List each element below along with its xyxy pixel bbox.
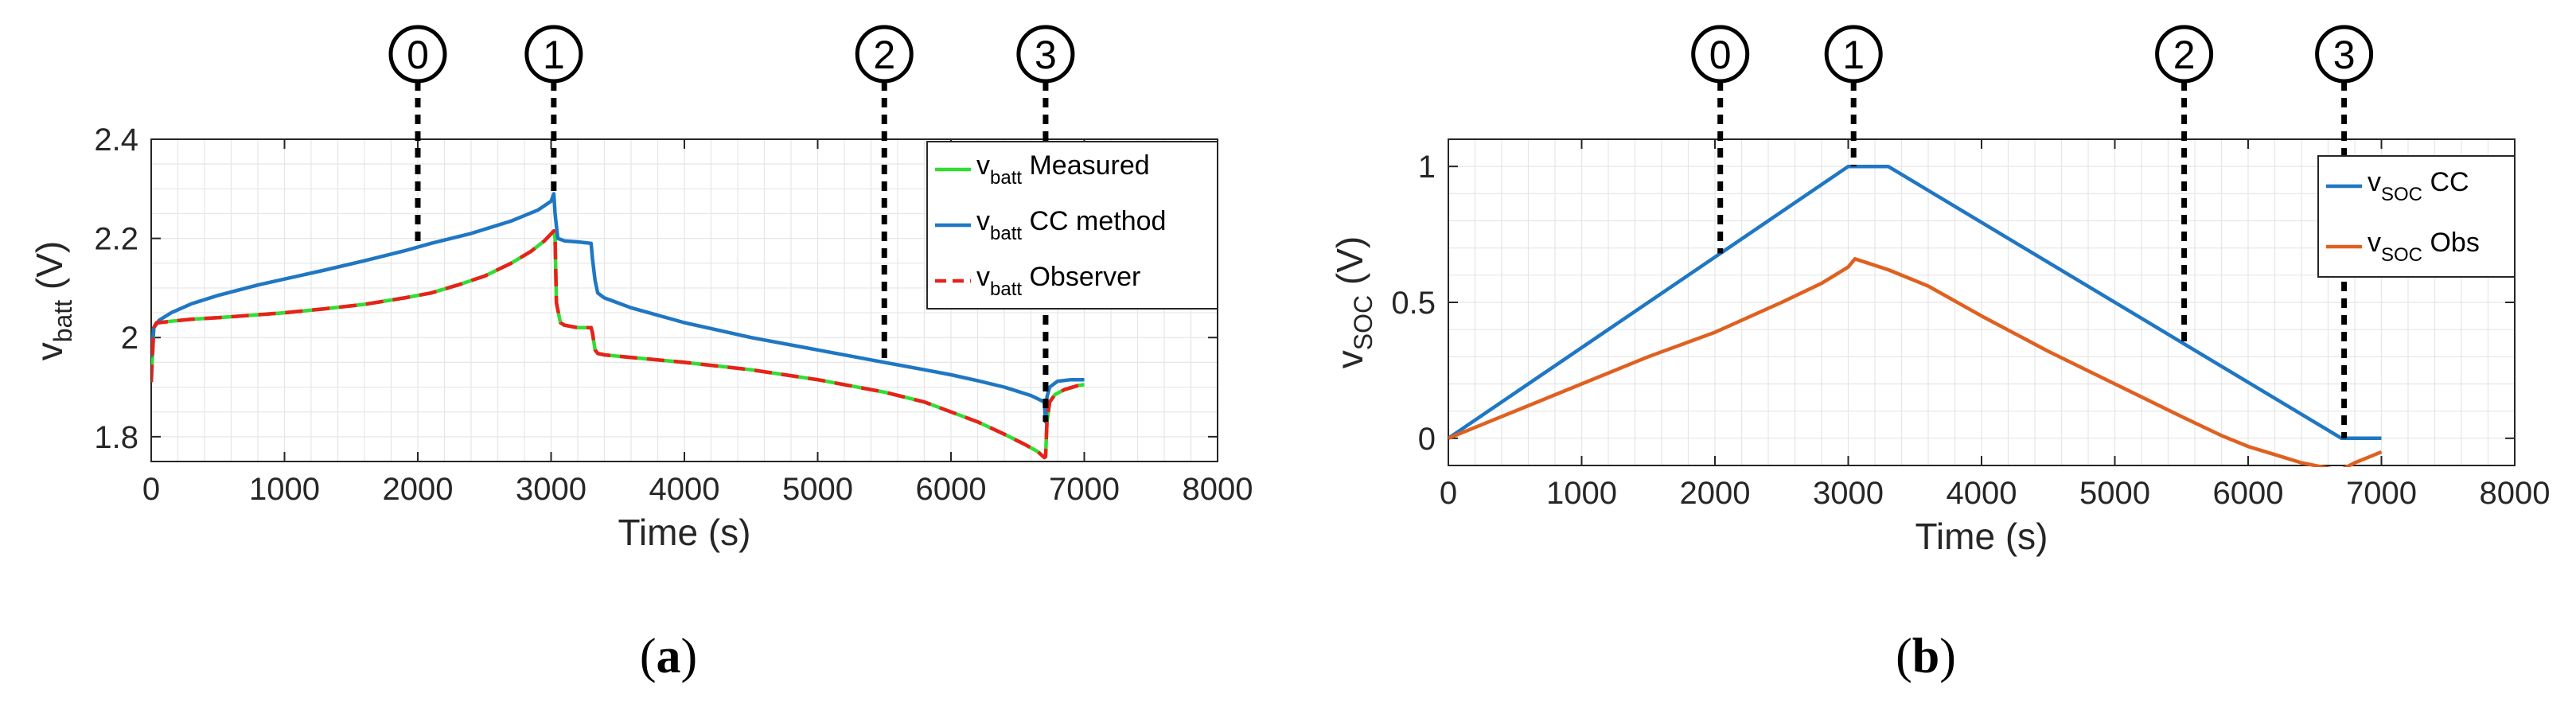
y-tick-label: 2 [121, 321, 138, 356]
event-marker-circle [2315, 25, 2374, 84]
legend-entry: vbatt Observer [976, 262, 1140, 300]
y-tick-label: 0 [1418, 422, 1436, 457]
event-marker-label: 0 [1709, 33, 1732, 77]
x-tick-label: 7000 [1049, 472, 1120, 507]
event-marker-label: 1 [543, 33, 565, 77]
x-tick-label: 3000 [1813, 476, 1884, 511]
y-tick-label: 1.8 [94, 420, 138, 455]
x-tick-label: 1000 [1546, 476, 1617, 511]
legend-entry: vbatt CC method [976, 206, 1166, 244]
event-marker-circle [388, 25, 447, 84]
series-cc-method [151, 192, 1085, 424]
y-axis-label: vSOC (V) [1329, 236, 1378, 368]
event-marker-circle [1691, 25, 1750, 84]
x-tick-label: 5000 [2079, 476, 2150, 511]
x-tick-label: 2000 [383, 472, 454, 507]
x-tick-label: 2000 [1680, 476, 1751, 511]
legend-entry: vSOC CC [2368, 167, 2469, 205]
caption-a: (a) [640, 629, 697, 683]
series-observer [151, 229, 1085, 460]
x-tick-label: 6000 [2213, 476, 2284, 511]
x-tick-label: 8000 [2480, 476, 2551, 511]
legend-entry: vSOC Obs [2368, 228, 2480, 266]
event-marker-label: 3 [2333, 33, 2356, 77]
chart-panel-b: 0 1000 2000 3000 4000 5000 6000 7000 8000 0 0.5 1 Ti… [1329, 25, 2551, 557]
legend-box [2317, 155, 2516, 278]
event-marker-circle [1016, 25, 1075, 84]
y-tick-label: 2.4 [94, 123, 138, 158]
series-obs [1448, 257, 2383, 467]
x-tick-label: 3000 [516, 472, 587, 507]
x-tick-label: 4000 [649, 472, 720, 507]
x-axis-label: Time (s) [1915, 516, 2048, 557]
x-tick-label: 6000 [916, 472, 987, 507]
event-marker-circle [1824, 25, 1883, 84]
x-tick-label: 0 [1440, 476, 1457, 511]
series-cc [1448, 164, 2382, 441]
legend: vSOC CC vSOC Obs [2317, 155, 2516, 278]
legend: vbatt Measured vbatt CC method vbatt Obser… [926, 141, 1218, 310]
x-tick-label: 1000 [249, 472, 320, 507]
chart-panel-a: 0 1000 2000 3000 4000 5000 6000 7000 8000 1.8 2 2.2… [29, 25, 1253, 553]
x-tick-label: 0 [142, 472, 160, 507]
x-tick-label: 8000 [1183, 472, 1253, 507]
y-tick-label: 2.2 [94, 222, 138, 257]
grid [1448, 138, 2516, 466]
event-marker-label: 2 [2173, 33, 2196, 77]
y-axis-label: vbatt (V) [29, 241, 77, 360]
legend-entry: vbatt Measured [976, 150, 1150, 189]
event-marker-label: 2 [873, 33, 895, 77]
y-tick-label: 1 [1418, 150, 1436, 185]
legend-box [926, 141, 1218, 310]
caption-b: (b) [1896, 629, 1956, 683]
event-marker-label: 0 [407, 33, 429, 77]
event-marker-circle [855, 25, 914, 84]
event-marker-label: 3 [1035, 33, 1057, 77]
event-marker-circle [524, 25, 583, 84]
x-tick-label: 5000 [782, 472, 853, 507]
event-marker-label: 1 [1842, 33, 1865, 77]
event-marker-circle [2155, 25, 2214, 84]
x-tick-label: 7000 [2346, 476, 2417, 511]
x-axis-label: Time (s) [618, 512, 751, 553]
x-tick-label: 4000 [1947, 476, 2017, 511]
y-tick-label: 0.5 [1391, 286, 1436, 321]
